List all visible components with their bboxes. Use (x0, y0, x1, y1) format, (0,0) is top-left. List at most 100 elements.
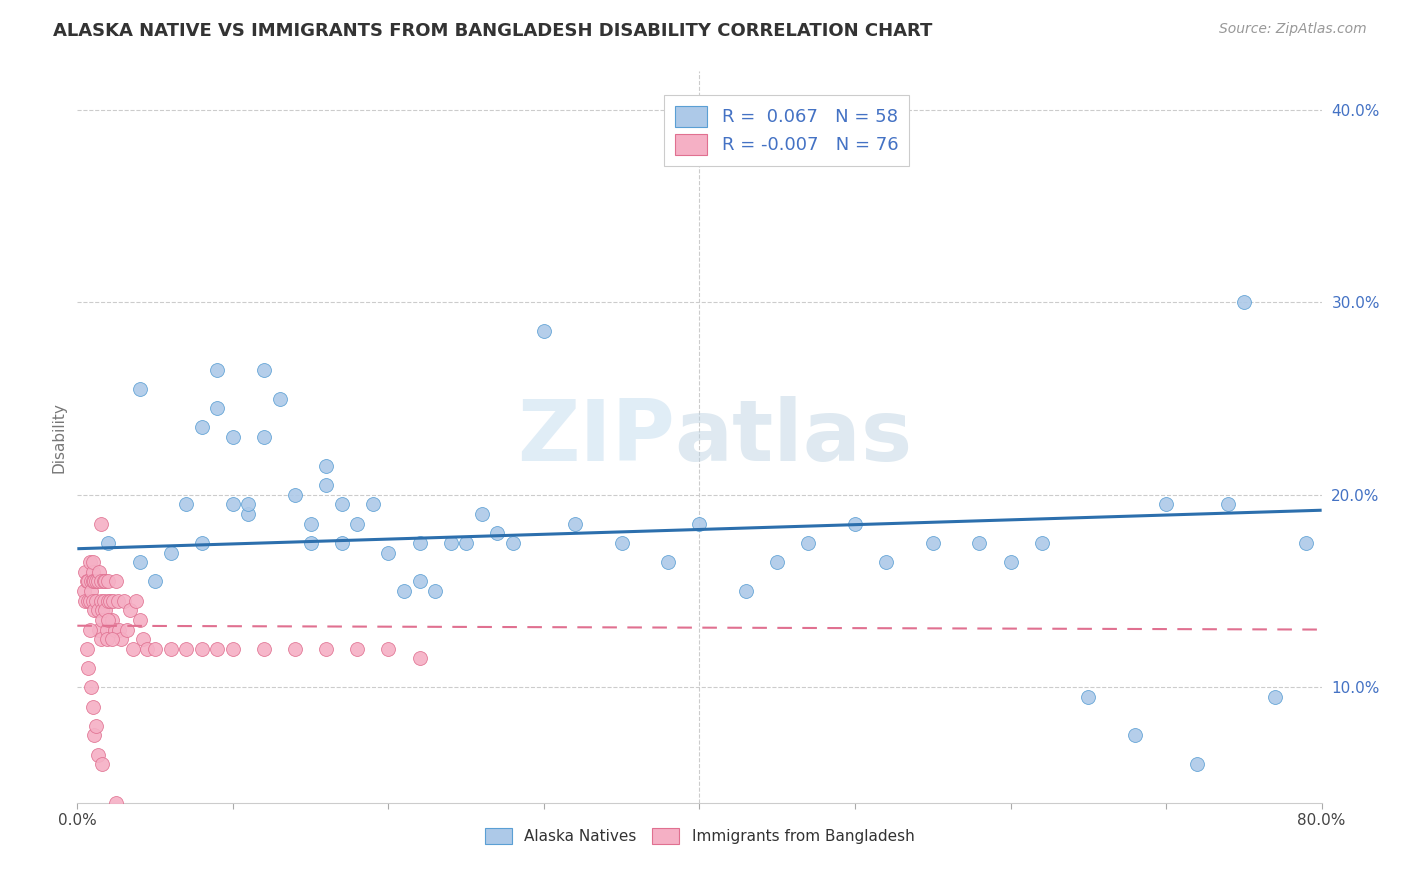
Point (82, 699, 104, 714)
Point (190, 420, 214, 434)
Point (207, 362, 229, 376)
Point (84, 593, 107, 607)
Point (190, 641, 214, 656)
Point (136, 641, 159, 656)
Point (77, 661, 100, 675)
Point (346, 516, 368, 531)
Point (122, 641, 145, 656)
Point (128, 555, 150, 569)
Text: Source: ZipAtlas.com: Source: ZipAtlas.com (1219, 22, 1367, 37)
Point (87, 623, 110, 637)
Point (1000, 555, 1022, 569)
Point (471, 507, 494, 521)
Point (735, 584, 758, 599)
Point (844, 516, 866, 531)
Point (439, 536, 461, 550)
Point (346, 641, 368, 656)
Point (112, 593, 135, 607)
Point (80, 574, 103, 589)
Point (1218, 498, 1240, 512)
Y-axis label: Disability: Disability (51, 401, 66, 473)
Point (502, 536, 524, 550)
Point (408, 574, 430, 589)
Point (159, 545, 181, 559)
Point (299, 536, 322, 550)
Point (377, 545, 399, 559)
Point (104, 623, 127, 637)
Point (1264, 690, 1286, 704)
Point (76, 641, 98, 656)
Point (392, 584, 415, 599)
Point (83, 728, 105, 742)
Point (90, 593, 112, 607)
Point (120, 603, 142, 617)
Point (222, 641, 245, 656)
Text: ALASKA NATIVE VS IMMIGRANTS FROM BANGLADESH DISABILITY CORRELATION CHART: ALASKA NATIVE VS IMMIGRANTS FROM BANGLAD… (53, 22, 932, 40)
Point (1295, 536, 1317, 550)
Point (83, 603, 105, 617)
Point (1077, 690, 1099, 704)
Point (486, 526, 509, 541)
Point (84, 719, 107, 733)
Point (97, 536, 120, 550)
Point (87, 565, 110, 579)
Point (79, 593, 101, 607)
Point (86, 603, 108, 617)
Point (115, 623, 138, 637)
Point (77, 574, 100, 589)
Point (533, 324, 555, 338)
Point (90, 574, 112, 589)
Text: ZIP: ZIP (517, 395, 675, 479)
Point (79, 623, 101, 637)
Point (75, 593, 97, 607)
Point (143, 641, 166, 656)
Point (377, 641, 399, 656)
Point (128, 613, 150, 627)
Point (82, 565, 104, 579)
Point (75, 565, 97, 579)
Point (174, 498, 197, 512)
Point (107, 593, 129, 607)
Point (207, 641, 229, 656)
Point (423, 584, 446, 599)
Point (101, 593, 124, 607)
Point (100, 632, 122, 647)
Point (80, 681, 103, 695)
Legend: Alaska Natives, Immigrants from Bangladesh: Alaska Natives, Immigrants from Banglade… (478, 822, 921, 850)
Point (159, 641, 181, 656)
Point (361, 498, 384, 512)
Point (315, 478, 337, 492)
Point (610, 536, 633, 550)
Point (97, 613, 120, 627)
Point (79, 555, 101, 569)
Point (77, 593, 100, 607)
Point (84, 574, 107, 589)
Point (330, 536, 353, 550)
Point (797, 536, 820, 550)
Point (76, 574, 98, 589)
Point (110, 632, 132, 647)
Point (1154, 498, 1177, 512)
Point (105, 796, 128, 810)
Point (86, 747, 108, 762)
Point (190, 536, 214, 550)
Point (315, 641, 337, 656)
Point (82, 555, 104, 569)
Point (269, 392, 291, 406)
Point (222, 430, 245, 444)
Point (94, 574, 117, 589)
Point (86, 574, 108, 589)
Point (98, 593, 121, 607)
Point (128, 382, 150, 396)
Point (238, 507, 260, 521)
Point (90, 632, 112, 647)
Point (657, 555, 679, 569)
Point (143, 574, 166, 589)
Point (1185, 757, 1208, 772)
Point (766, 555, 789, 569)
Point (284, 488, 307, 502)
Point (125, 593, 148, 607)
Point (1123, 728, 1146, 742)
Point (97, 593, 120, 607)
Point (90, 516, 112, 531)
